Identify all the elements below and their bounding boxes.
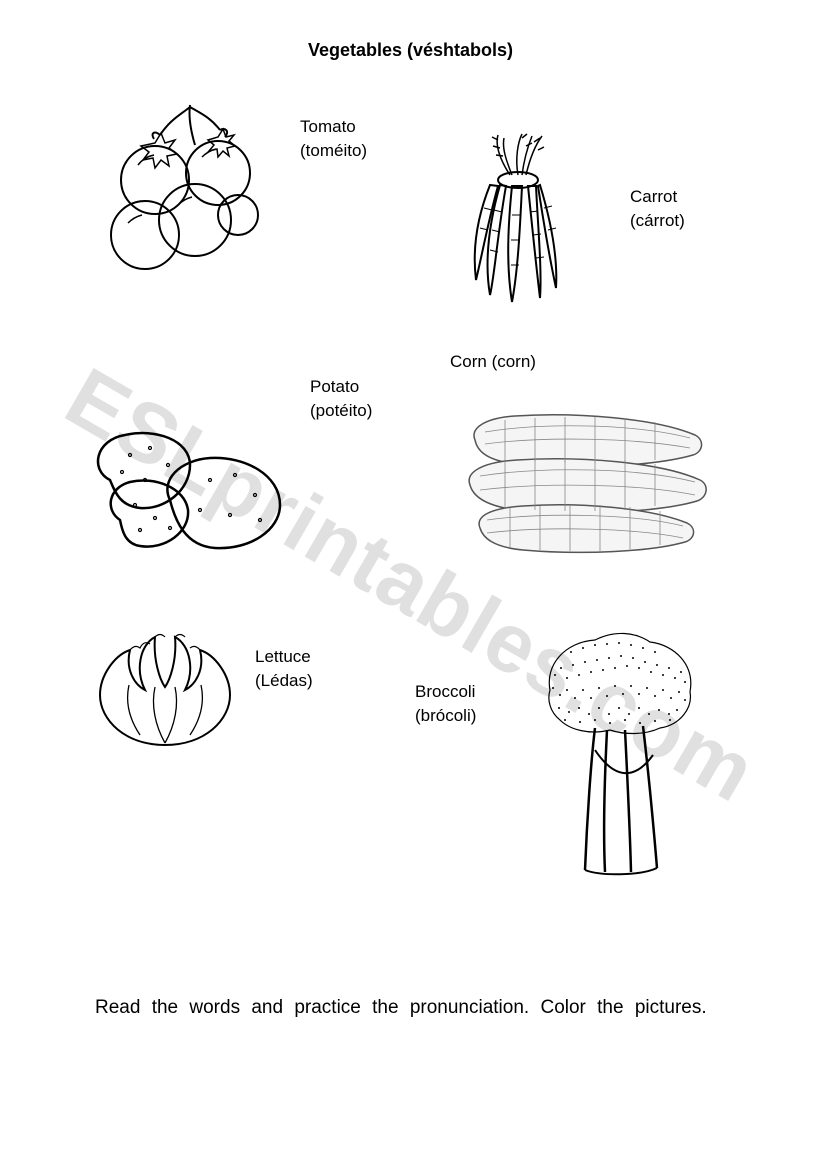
potato-name: Potato (310, 377, 359, 396)
label-broccoli: Broccoli (brócoli) (415, 680, 476, 728)
broccoli-name: Broccoli (415, 682, 475, 701)
worksheet-page: Vegetables (véshtabols) (0, 0, 821, 1169)
carrot-name: Carrot (630, 187, 677, 206)
carrot-icon (440, 130, 600, 310)
item-broccoli (525, 620, 715, 880)
lettuce-name: Lettuce (255, 647, 311, 666)
tomato-name: Tomato (300, 117, 356, 136)
label-corn: Corn (corn) (450, 350, 536, 374)
lettuce-icon (85, 625, 245, 755)
instructions-text: Read the words and practice the pronunci… (95, 990, 726, 1026)
item-tomato (100, 95, 280, 285)
item-carrot (440, 130, 600, 310)
tomato-pron: (toméito) (300, 141, 367, 160)
item-potato (80, 410, 300, 570)
carrot-pron: (cárrot) (630, 211, 685, 230)
item-corn (455, 400, 715, 570)
label-potato: Potato (potéito) (310, 375, 372, 423)
label-tomato: Tomato (toméito) (300, 115, 367, 163)
broccoli-icon (525, 620, 715, 880)
broccoli-pron: (brócoli) (415, 706, 476, 725)
potato-icon (80, 410, 300, 570)
label-carrot: Carrot (cárrot) (630, 185, 685, 233)
tomato-icon (100, 95, 280, 285)
label-lettuce: Lettuce (Lédas) (255, 645, 313, 693)
lettuce-pron: (Lédas) (255, 671, 313, 690)
item-lettuce (85, 625, 245, 755)
corn-icon (455, 400, 715, 570)
corn-name: Corn (corn) (450, 352, 536, 371)
page-title: Vegetables (véshtabols) (60, 40, 761, 61)
potato-pron: (potéito) (310, 401, 372, 420)
